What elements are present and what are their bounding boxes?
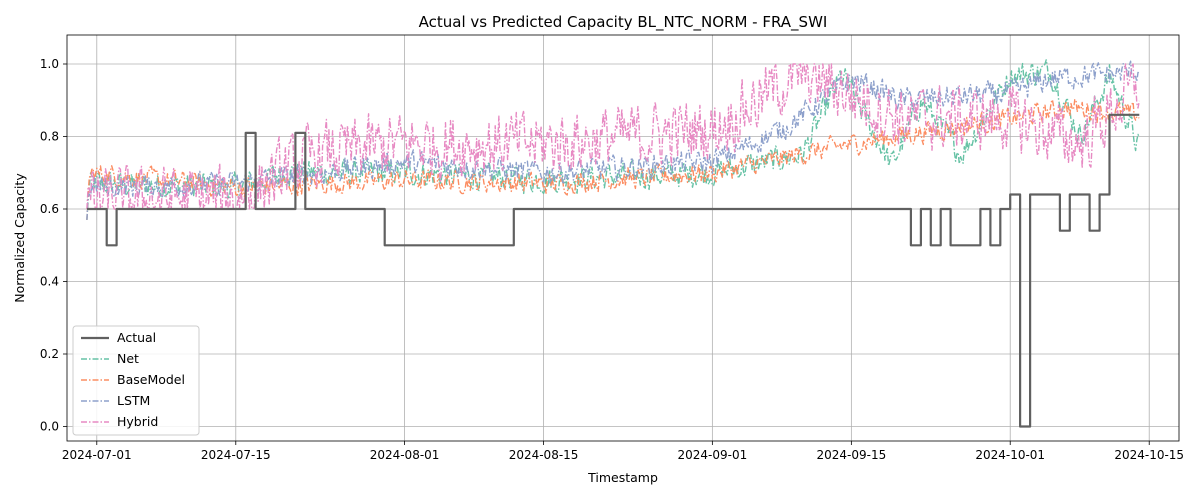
y-tick-label: 1.0 xyxy=(40,57,59,71)
x-tick-label: 2024-09-15 xyxy=(816,448,886,462)
y-axis-title: Normalized Capacity xyxy=(12,173,27,303)
legend-label-net: Net xyxy=(117,351,139,366)
series-line-net xyxy=(86,59,1140,220)
x-tick-label: 2024-10-01 xyxy=(975,448,1045,462)
series-line-hybrid xyxy=(86,63,1140,210)
legend-label-lstm: LSTM xyxy=(117,393,150,408)
series-line-actual xyxy=(86,113,1140,428)
legend-label-actual: Actual xyxy=(117,330,156,345)
x-tick-label: 2024-10-15 xyxy=(1114,448,1184,462)
grid-lines xyxy=(67,35,1179,441)
legend-label-basemodel: BaseModel xyxy=(117,372,185,387)
y-axis: 0.0 0.2 0.4 0.6 0.8 1.0 xyxy=(40,57,67,434)
y-tick-label: 0.2 xyxy=(40,347,59,361)
series-layer xyxy=(86,59,1140,428)
x-tick-label: 2024-08-01 xyxy=(370,448,440,462)
x-tick-label: 2024-09-01 xyxy=(677,448,747,462)
series-line-basemodel xyxy=(86,99,1140,220)
legend: Actual Net BaseModel LSTM Hybrid xyxy=(72,325,200,436)
plot-frame xyxy=(66,34,1180,442)
x-tick-label: 2024-07-01 xyxy=(62,448,132,462)
x-axis-title: Timestamp xyxy=(587,470,658,485)
y-tick-label: 0.4 xyxy=(40,275,59,289)
chart-title: Actual vs Predicted Capacity BL_NTC_NORM… xyxy=(419,13,828,32)
x-axis: 2024-07-01 2024-07-15 2024-08-01 2024-08-15… xyxy=(62,441,1184,462)
y-tick-label: 0.8 xyxy=(40,130,59,144)
y-tick-label: 0.0 xyxy=(40,420,59,434)
x-tick-label: 2024-08-15 xyxy=(509,448,579,462)
legend-label-hybrid: Hybrid xyxy=(117,414,158,429)
legend-box xyxy=(72,325,200,436)
y-tick-label: 0.6 xyxy=(40,202,59,216)
x-tick-label: 2024-07-15 xyxy=(201,448,271,462)
